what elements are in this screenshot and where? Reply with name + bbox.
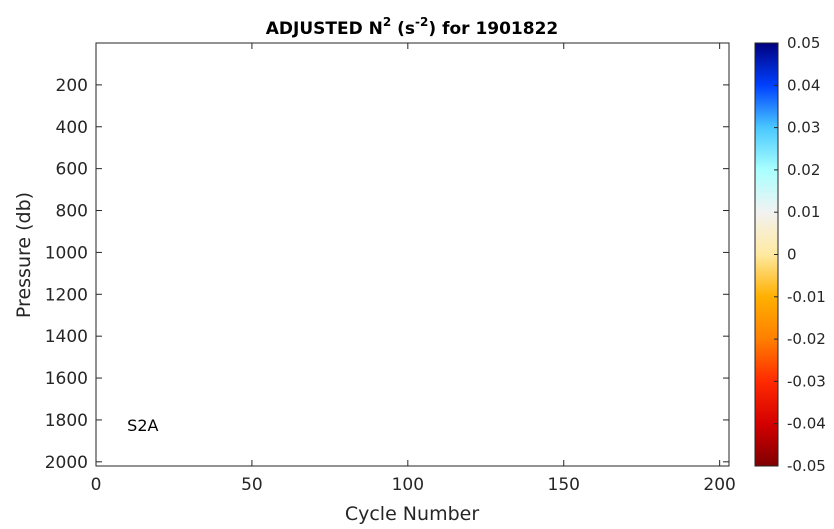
- y-tick-label: 1600: [45, 369, 88, 389]
- colorbar-tick-label: 0: [787, 246, 797, 264]
- plot-area: [95, 42, 730, 467]
- colorbar-tick-label: 0.05: [787, 34, 820, 52]
- colorbar-tick-label: 0.03: [787, 119, 820, 137]
- colorbar-tick-label: -0.02: [787, 330, 826, 348]
- y-tick-label: 600: [56, 160, 88, 180]
- x-axis-label: Cycle Number: [345, 503, 479, 525]
- platform-annotation: S2A: [127, 416, 158, 435]
- colorbar-tick-label: -0.03: [787, 372, 826, 390]
- y-tick-label: 1000: [45, 243, 88, 263]
- y-axis: 200 400 600 800 1000 1200 1400 1600 1800 2000: [45, 76, 729, 473]
- colorbar-tick-label: 0.01: [787, 203, 820, 221]
- y-tick-label: 1200: [45, 285, 88, 305]
- x-tick-label: 100: [392, 475, 424, 495]
- x-tick-label: 200: [703, 475, 735, 495]
- colorbar-tick-label: 0.02: [787, 161, 820, 179]
- colorbar-tick-label: -0.01: [787, 288, 826, 306]
- y-tick-label: 2000: [45, 453, 88, 473]
- x-axis: 0 50 100 150 200: [91, 43, 736, 495]
- y-tick-label: 200: [56, 76, 88, 96]
- y-tick-label: 1400: [45, 327, 88, 347]
- y-tick-label: 1800: [45, 411, 88, 431]
- colorbar-tick-label: -0.05: [787, 457, 826, 475]
- chart-title: ADJUSTED N2 (s-2) for 1901822: [266, 15, 559, 39]
- colorbar-tick-label: -0.04: [787, 415, 826, 433]
- y-axis-label: Pressure (db): [13, 192, 35, 318]
- y-tick-label: 800: [56, 202, 88, 222]
- x-tick-label: 50: [241, 475, 263, 495]
- y-tick-label: 400: [56, 118, 88, 138]
- x-tick-label: 0: [91, 475, 102, 495]
- x-tick-label: 150: [548, 475, 580, 495]
- colorbar-tick-label: 0.04: [787, 76, 820, 94]
- colorbar-axis: 0.05 0.04 0.03 0.02 0.01 0 -0.01 -0.02 -0.03 -0.0…: [774, 34, 826, 475]
